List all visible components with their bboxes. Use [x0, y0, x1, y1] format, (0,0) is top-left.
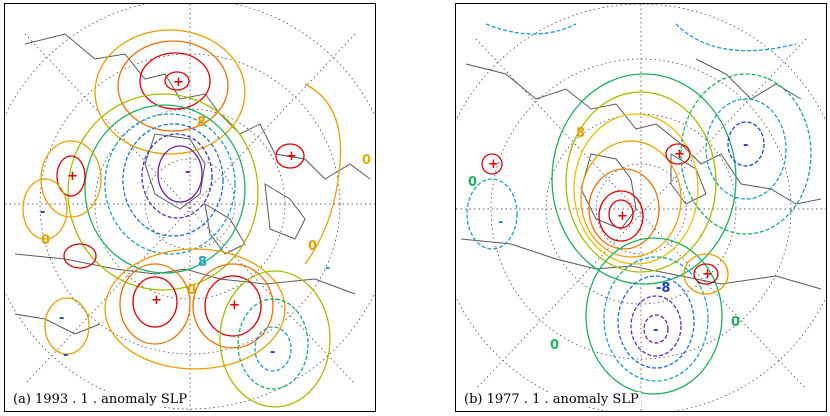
- slp-anomaly-map-a: + - 0 8 + - + - 0 + + - - 0 0 8 -: [5, 4, 375, 411]
- contour-label: 0: [187, 283, 196, 298]
- contour-label: +: [702, 267, 713, 282]
- contour-label: -: [498, 215, 503, 230]
- contour-labels: + - 0 8 + - + - 0 + + - - 0 0 8 -: [40, 75, 371, 363]
- contour-label: +: [229, 298, 240, 313]
- lat-lon-grid: [456, 4, 826, 411]
- map-panel-b: + + 8 + - - + -8 - 0 0 0 (b) 1977 . 1 . …: [455, 3, 827, 412]
- contour-label: -: [653, 323, 658, 338]
- contour-label: -: [325, 261, 330, 276]
- contour-label: -: [185, 165, 190, 180]
- map-caption-b: (b) 1977 . 1 . anomaly SLP: [462, 392, 641, 407]
- contour-label: -: [59, 311, 64, 326]
- contour-label: +: [286, 149, 297, 164]
- contour-label: 0: [468, 175, 477, 190]
- contour-label: -: [743, 138, 748, 153]
- map-caption-a: (a) 1993 . 1 . anomaly SLP: [11, 392, 190, 407]
- contour-label: +: [617, 209, 628, 224]
- contour-labels: + + 8 + - - + -8 - 0 0 0: [468, 126, 748, 353]
- coastlines: [460, 58, 822, 290]
- contour-label: +: [151, 293, 162, 308]
- contour-label: 8: [197, 115, 206, 130]
- map-panel-a: + - 0 8 + - + - 0 + + - - 0 0 8 - (a) 19…: [4, 3, 376, 412]
- contour-label: -: [270, 345, 275, 360]
- slp-contours: [22, 29, 342, 408]
- contour-label: 0: [308, 239, 317, 254]
- lat-lon-grid: [5, 4, 375, 411]
- slp-anomaly-map-b: + + 8 + - - + -8 - 0 0 0: [456, 4, 826, 411]
- contour-label: +: [67, 169, 78, 184]
- contour-label: -8: [656, 281, 670, 296]
- coastlines: [14, 33, 371, 335]
- contour-label: +: [674, 147, 685, 162]
- contour-label: +: [488, 157, 499, 172]
- contour-label: -: [40, 205, 45, 220]
- slp-contours: [466, 23, 812, 395]
- contour-label: 0: [550, 338, 559, 353]
- contour-label: -: [63, 348, 68, 363]
- contour-label: 0: [41, 233, 50, 248]
- contour-label: +: [173, 75, 184, 90]
- contour-label: 0: [731, 315, 740, 330]
- contour-label: 0: [362, 153, 371, 168]
- contour-label: 8: [576, 126, 585, 141]
- contour-label: 8: [198, 255, 207, 270]
